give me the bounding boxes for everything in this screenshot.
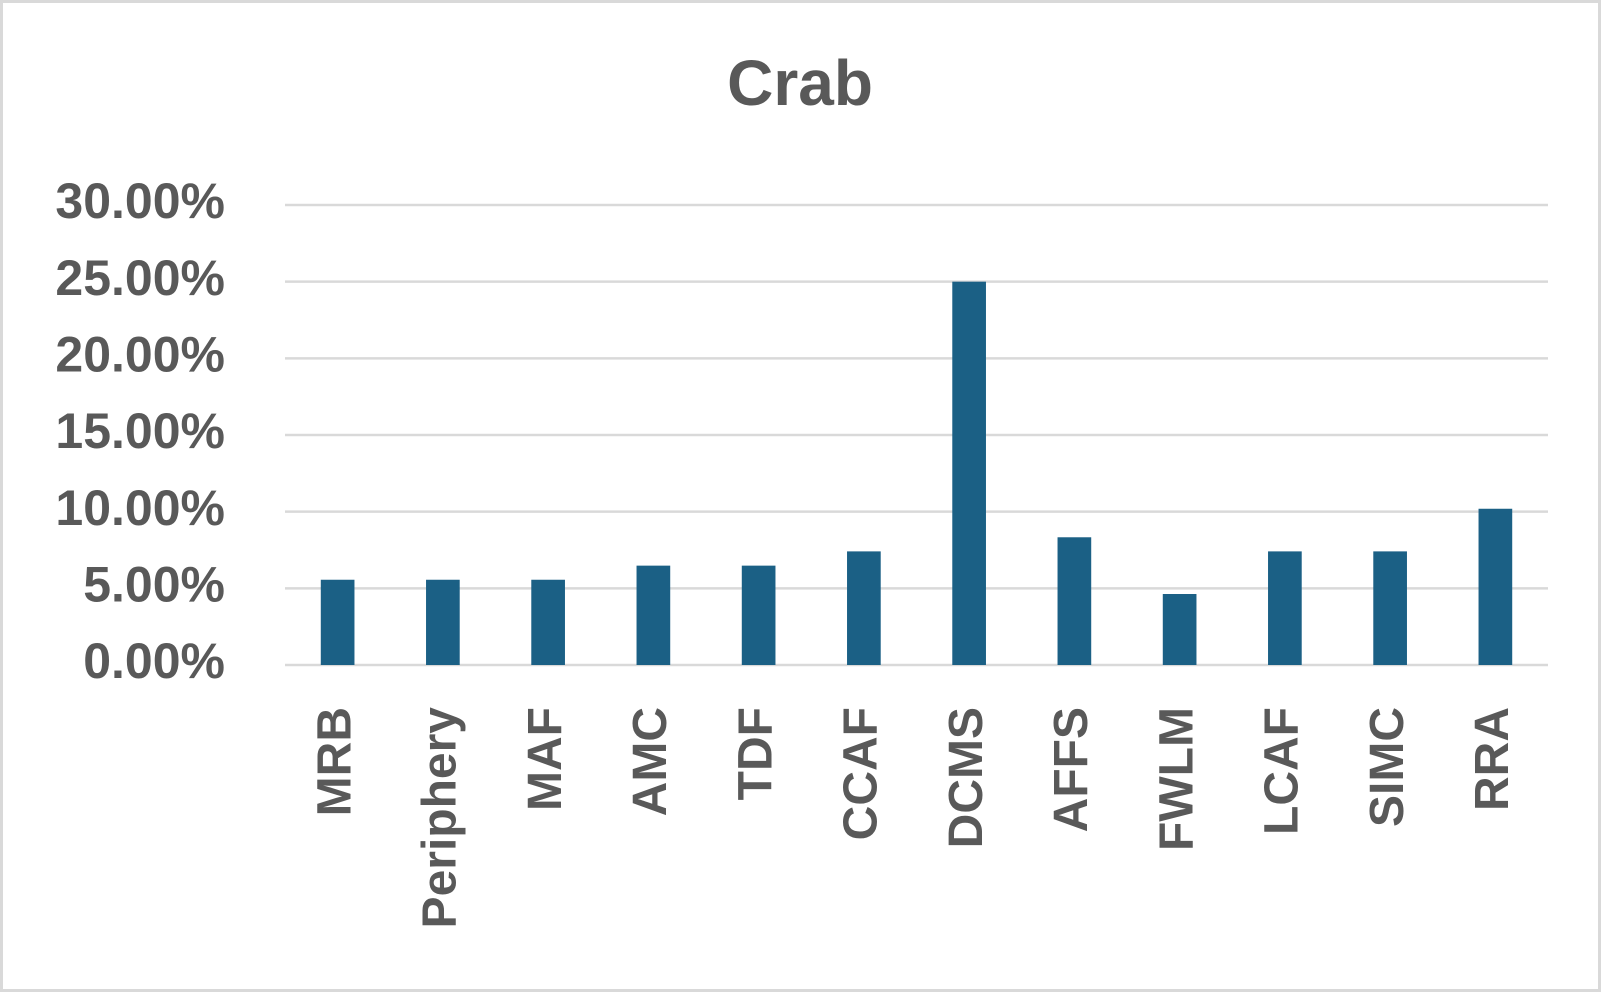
y-tick-label: 10.00%	[55, 480, 225, 536]
x-tick-label: MRB	[308, 707, 361, 816]
x-tick-label: CCAF	[835, 707, 888, 840]
bar	[1478, 508, 1513, 665]
bar	[1162, 594, 1197, 665]
x-tick-label: RRA	[1466, 707, 1519, 811]
x-tick-label: Periphery	[414, 707, 467, 929]
y-tick-label: 20.00%	[55, 327, 225, 383]
y-tick-label: 15.00%	[55, 403, 225, 459]
y-tick-label: 5.00%	[83, 557, 225, 613]
bar	[636, 565, 671, 665]
bar	[531, 579, 565, 665]
x-tick-label: AFFS	[1045, 707, 1098, 832]
bar	[320, 579, 355, 665]
bar	[1057, 537, 1092, 665]
x-tick-label: FWLM	[1150, 707, 1203, 851]
bar	[1373, 551, 1407, 665]
x-tick-label: TDF	[729, 707, 782, 800]
y-tick-label: 25.00%	[55, 250, 225, 306]
bar	[1268, 551, 1302, 665]
x-tick-label: AMC	[624, 707, 677, 816]
x-tick-label: SIMC	[1361, 707, 1414, 827]
bar	[847, 551, 881, 665]
bar	[426, 579, 460, 665]
bar	[741, 565, 776, 665]
x-tick-label: LCAF	[1256, 707, 1309, 835]
y-tick-label: 30.00%	[55, 173, 225, 229]
x-tick-label: MAF	[519, 707, 572, 811]
x-tick-label: DCMS	[940, 707, 993, 848]
chart-title: Crab	[727, 47, 873, 119]
y-tick-label: 0.00%	[83, 633, 225, 689]
bar	[952, 281, 986, 665]
